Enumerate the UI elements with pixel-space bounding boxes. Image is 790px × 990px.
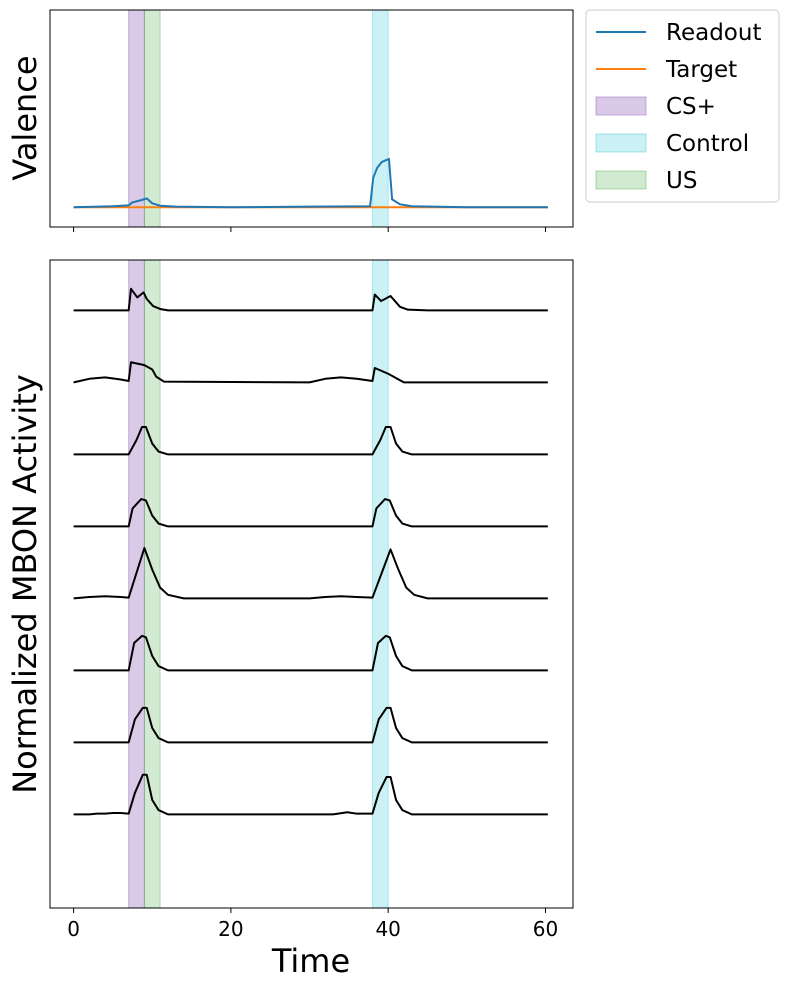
- shaded-region-cs-: [128, 259, 145, 909]
- shaded-region-us: [143, 9, 161, 228]
- mbon-activity-panel: 0 20 40 60 Normalized MBON Activity Time: [6, 259, 574, 980]
- legend-label: US: [666, 168, 697, 194]
- x-axis-label: Time: [271, 942, 350, 980]
- series-line-readout: [73, 157, 548, 209]
- mbon-trace-5: [73, 547, 548, 600]
- x-tick-label: 40: [375, 917, 400, 941]
- mbon-trace-6: [73, 634, 548, 672]
- mbon-traces: [73, 287, 548, 816]
- legend-label: Target: [665, 57, 737, 83]
- mbon-trace-3: [73, 426, 548, 456]
- legend-entry-cs-: CS+: [595, 94, 716, 120]
- shaded-region-control: [371, 9, 389, 228]
- legend-label: Readout: [666, 20, 761, 46]
- mbon-trace-1: [73, 287, 548, 312]
- bottom-shaded-regions: [128, 259, 389, 909]
- legend-swatch-patch: [595, 133, 647, 153]
- x-tick-label: 60: [533, 917, 558, 941]
- top-shaded-regions: [128, 9, 389, 228]
- legend-entry-readout: Readout: [596, 20, 761, 46]
- mbon-trace-7: [73, 706, 548, 744]
- top-series-lines: [73, 157, 548, 209]
- bottom-x-ticks: 0 20 40 60: [67, 908, 558, 941]
- x-tick-label: 0: [67, 917, 80, 941]
- bottom-axes-frame: [49, 259, 574, 909]
- legend-entry-control: Control: [595, 131, 749, 157]
- mbon-trace-8: [73, 773, 548, 816]
- top-x-ticks: [73, 227, 546, 232]
- legend-swatch-patch: [595, 170, 647, 190]
- legend-label: Control: [666, 131, 749, 157]
- legend-frame: [585, 9, 780, 203]
- valence-panel: Valence: [6, 9, 574, 232]
- top-axes-frame: [49, 9, 574, 228]
- bottom-y-axis-label: Normalized MBON Activity: [6, 374, 44, 794]
- legend-entry-target: Target: [596, 57, 737, 83]
- legend-entry-us: US: [595, 168, 697, 194]
- legend-label: CS+: [666, 94, 716, 120]
- legend-swatch-patch: [595, 96, 647, 116]
- x-tick-label: 20: [218, 917, 243, 941]
- mbon-trace-2: [73, 361, 548, 384]
- mbon-trace-4: [73, 498, 548, 528]
- top-y-axis-label: Valence: [6, 55, 44, 180]
- shaded-region-control: [371, 259, 389, 909]
- shaded-region-cs-: [128, 9, 145, 228]
- legend: Readout Target CS+ Control US: [585, 9, 780, 203]
